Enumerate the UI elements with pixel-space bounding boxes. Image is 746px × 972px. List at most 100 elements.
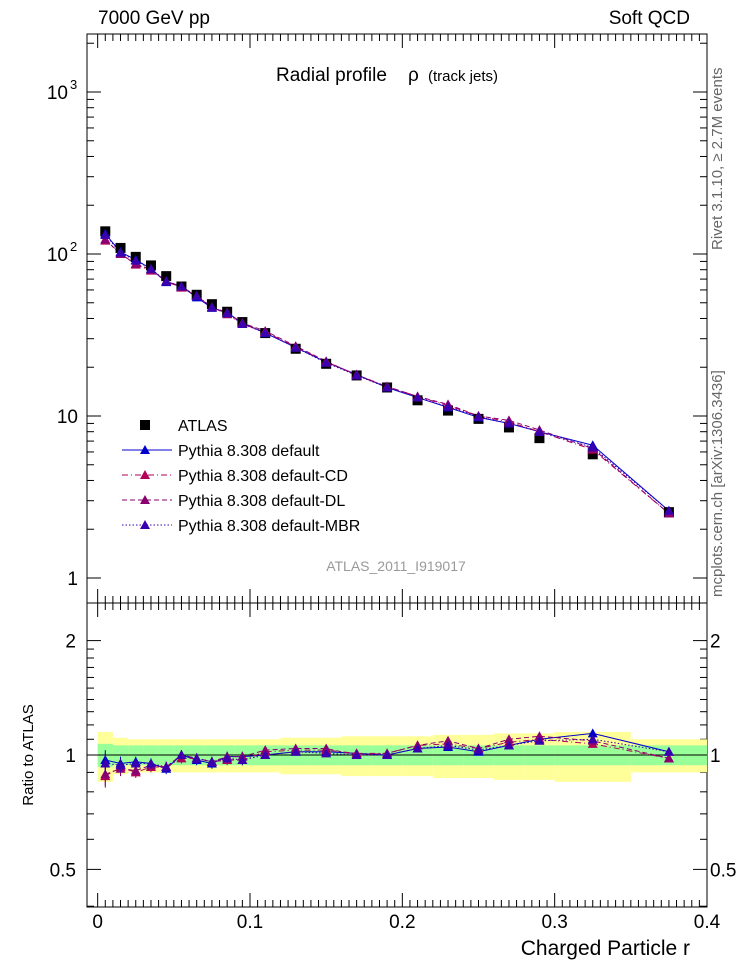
ratio-series-2-point [130,765,141,775]
series-lines [104,233,670,777]
legend-label-2: Pythia 8.308 default-CD [178,468,348,485]
legend-label-1: Pythia 8.308 default [178,443,320,460]
ratio-y-axis-label: Ratio to ATLAS [20,704,37,805]
ratio-series-line-0 [105,732,670,770]
legend-marker-2 [140,470,150,479]
main-y-tick-label: 10 [57,407,78,428]
main-title-symbol: ρ [408,65,419,86]
x-axis-label: Charged Particle r [521,937,690,960]
x-tick-label: 0.2 [389,912,415,933]
main-series-4-point [161,276,172,286]
ratio-series-3-point [663,746,674,756]
rivet-label: Rivet 3.1.10, ≥ 2.7M events [709,68,726,251]
main-series-4-point [382,382,393,392]
ratio-series-0-point [587,728,598,738]
ratio-series-3-point [222,753,233,763]
ratio-series-3-point [503,740,514,750]
main-series-4-point [351,370,362,380]
x-tick-label: 0.4 [694,912,721,933]
ratio-series-line-1 [105,738,670,777]
ratio-series-3-point [382,750,393,759]
main-series-4-point [260,327,271,337]
ratio-series-2-point [260,745,271,755]
legend-marker-4 [140,520,150,529]
main-series-4-point [145,263,156,273]
ratio-series-3-point [206,756,217,766]
ratio-series-3-point [412,743,423,753]
ratio-series-line-2 [105,735,670,775]
ratio-series-3-point [130,758,141,768]
ratio-series-3-point [321,748,332,758]
ratio-y-tick-label-left: 1 [65,746,76,767]
ratio-series-3-point [473,745,484,755]
ratio-series-3-point [176,750,187,759]
ratio-series-3-point [290,746,301,756]
legend-label-3: Pythia 8.308 default-DL [178,493,345,510]
main-series-4-point [534,426,545,436]
legend-marker-3 [140,495,150,504]
main-series-line-4 [104,234,670,512]
main-series-4-point [663,505,674,515]
legend: ATLAS Pythia 8.308 default Pythia 8.308 de… [122,418,360,535]
ratio-series-3-point [237,755,248,765]
ratio-series-2-point [321,743,332,753]
x-tick-label: 0 [92,912,103,933]
ratio-series-line-3 [105,738,669,768]
main-series-4-point [321,357,332,367]
header-right: Soft QCD [609,8,690,29]
main-series-4-point [587,442,598,452]
ratio-series-3-point [115,760,126,770]
main-title-text: Radial profile [276,65,387,86]
ratio-series-3-point [351,750,362,759]
legend-marker-1 [140,445,150,454]
main-series-4-point [473,411,484,421]
ratio-y-tick-label-right: 1 [710,746,721,767]
main-y-tick-label: 10 [47,83,68,104]
main-series-4-point [237,318,248,328]
legend-label-0: ATLAS [178,418,228,435]
atlas-data-point [534,433,545,444]
ratio-y-tick-label-left: 2 [65,632,76,653]
analysis-watermark: ATLAS_2011_I919017 [326,558,466,574]
ratio-series-3-point [145,758,156,768]
ratio-series-2-point [443,735,454,745]
main-series-4-point [100,230,111,240]
main-series-4-point [191,291,202,301]
source-label: mcplots.cern.ch [arXiv:1306.3436] [709,370,726,597]
ratio-series-3-point [191,753,202,763]
main-y-tick-exponent: 2 [70,239,77,254]
ratio-series-3-point [534,735,545,745]
main-series-4-point [412,392,423,402]
ratio-y-tick-label-right: 0.5 [710,860,736,881]
x-tick-label: 0.1 [237,912,263,933]
x-tick-label: 0.3 [541,912,567,933]
data-markers [100,226,674,788]
atlas-data-point [587,449,598,460]
ratio-series-3-point [260,750,271,759]
main-series-line-2 [104,240,670,514]
main-y-tick-label: 1 [67,569,78,590]
ratio-y-tick-label-left: 0.5 [50,860,76,881]
atlas-data-point [503,422,514,433]
header-left: 7000 GeV pp [98,8,210,29]
main-y-tick-exponent: 3 [70,77,77,92]
main-series-4-point [290,342,301,352]
main-series-4-point [503,418,514,428]
main-series-4-point [115,247,126,257]
main-series-4-point [222,308,233,318]
main-series-4-point [176,281,187,291]
ratio-series-3-point [587,734,598,744]
ratio-series-3-point [100,758,111,768]
legend-marker-atlas [140,420,150,430]
ratio-series-2-point [663,753,674,763]
main-series-4-point [443,401,454,411]
ratio-series-3-point [443,740,454,750]
main-series-4-point [130,255,141,265]
main-title: Radial profile ρ (track jets) [276,65,498,86]
main-y-tick-label: 10 [47,245,68,266]
ratio-y-tick-label-right: 2 [710,632,721,653]
ratio-series-3-point [161,761,172,771]
ratio-series-2-point [503,734,514,744]
